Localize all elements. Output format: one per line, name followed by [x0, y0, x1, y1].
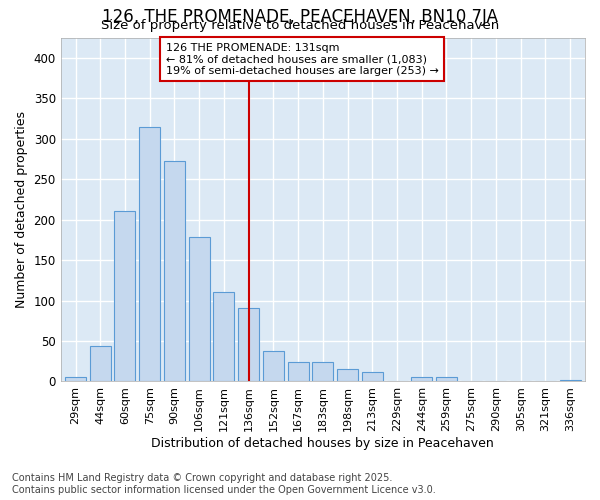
Bar — [461, 380, 482, 382]
Bar — [139, 126, 160, 382]
Text: Contains HM Land Registry data © Crown copyright and database right 2025.
Contai: Contains HM Land Registry data © Crown c… — [12, 474, 436, 495]
Bar — [188, 238, 209, 382]
Bar — [263, 350, 284, 382]
Bar — [313, 362, 334, 382]
Bar — [214, 292, 235, 382]
X-axis label: Distribution of detached houses by size in Peacehaven: Distribution of detached houses by size … — [151, 437, 494, 450]
Bar — [337, 370, 358, 382]
Bar — [164, 162, 185, 382]
Bar — [65, 378, 86, 382]
Bar — [411, 378, 432, 382]
Bar — [238, 308, 259, 382]
Bar — [436, 378, 457, 382]
Text: 126 THE PROMENADE: 131sqm
← 81% of detached houses are smaller (1,083)
19% of se: 126 THE PROMENADE: 131sqm ← 81% of detac… — [166, 42, 439, 76]
Bar — [115, 210, 136, 382]
Y-axis label: Number of detached properties: Number of detached properties — [15, 111, 28, 308]
Bar — [90, 346, 111, 382]
Bar — [560, 380, 581, 382]
Text: 126, THE PROMENADE, PEACEHAVEN, BN10 7JA: 126, THE PROMENADE, PEACEHAVEN, BN10 7JA — [102, 8, 498, 26]
Text: Size of property relative to detached houses in Peacehaven: Size of property relative to detached ho… — [101, 18, 499, 32]
Bar — [287, 362, 308, 382]
Bar — [362, 372, 383, 382]
